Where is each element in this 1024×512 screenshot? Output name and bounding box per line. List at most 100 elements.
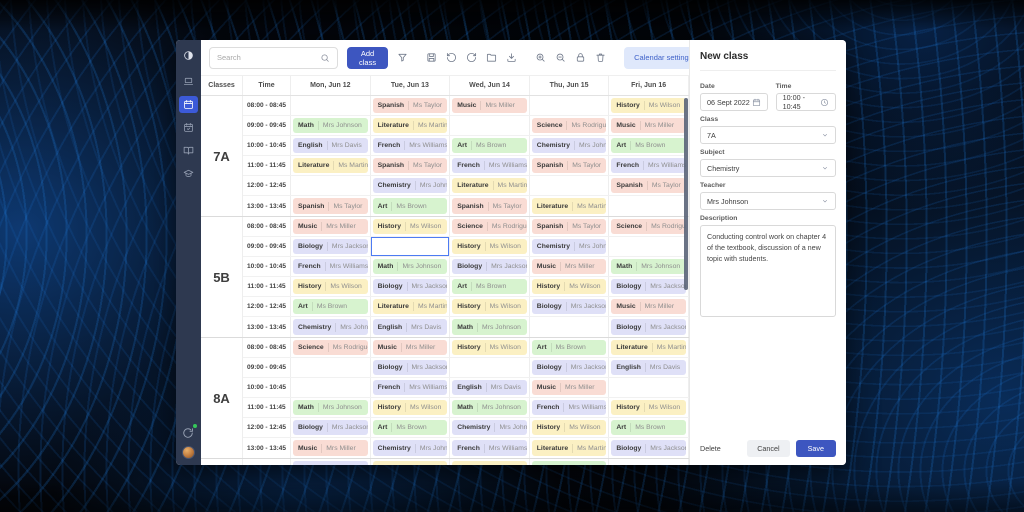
cancel-button[interactable]: Cancel xyxy=(747,440,790,457)
class-pill[interactable]: English Mrs Davis xyxy=(452,380,527,395)
class-pill[interactable]: Art Ms Brown xyxy=(611,420,686,435)
schedule-cell[interactable]: Math Mrs Johnson xyxy=(450,317,530,337)
class-pill[interactable]: Art Ms Brown xyxy=(611,138,686,153)
search-input[interactable] xyxy=(217,53,314,62)
class-pill[interactable]: Music Mrs Miller xyxy=(293,219,368,234)
class-pill[interactable]: Spanish Ms Taylor xyxy=(531,219,607,234)
class-pill[interactable]: Science Ms Rodriguez xyxy=(452,219,527,234)
class-pill[interactable]: French Mrs Williams xyxy=(372,380,448,395)
schedule-cell[interactable]: Spanish Ms Taylor xyxy=(530,217,610,236)
schedule-cell[interactable]: Chemistry Mrs Johnson xyxy=(530,237,610,256)
class-pill[interactable]: Music Mrs Miller xyxy=(452,98,527,113)
class-pill[interactable]: Math Mrs Johnson xyxy=(293,118,368,133)
class-pill[interactable]: Math Mrs Johnson xyxy=(293,400,368,415)
delete-button[interactable]: Delete xyxy=(700,444,721,453)
class-pill[interactable]: French Mrs Williams xyxy=(372,138,448,153)
class-pill[interactable]: Biology Mrs Jackson xyxy=(531,299,607,314)
class-pill[interactable]: Math Mrs Johnson xyxy=(372,259,448,274)
time-input[interactable]: 10:00 - 10:45 xyxy=(775,93,836,111)
class-pill[interactable]: Chemistry Mrs Johnson xyxy=(293,319,368,335)
schedule-cell[interactable] xyxy=(609,196,689,216)
class-pill[interactable]: Music Mrs Miller xyxy=(372,340,448,355)
schedule-cell[interactable] xyxy=(609,378,689,397)
class-pill[interactable]: Art Ms Brown xyxy=(531,340,607,355)
class-pill[interactable]: Math Mrs Johnson xyxy=(452,400,527,415)
class-pill[interactable]: Spanish Ms Taylor xyxy=(531,158,607,173)
schedule-cell[interactable]: Chemistry Mrs Johnson xyxy=(530,136,610,155)
undo-button[interactable] xyxy=(446,52,457,63)
class-pill[interactable]: Art Ms Brown xyxy=(452,138,527,153)
schedule-cell[interactable]: Science Ms Rodriguez xyxy=(291,338,371,357)
lock-button[interactable] xyxy=(575,52,586,63)
schedule-cell[interactable]: English Mrs Davis xyxy=(609,358,689,377)
class-pill[interactable]: Spanish Ms Taylor xyxy=(372,98,448,113)
class-pill[interactable]: Spanish Ms Taylor xyxy=(452,198,527,214)
sidebar-item-laptop[interactable] xyxy=(179,73,198,90)
subject-select[interactable]: Chemistry xyxy=(700,159,836,177)
class-pill[interactable]: Math Mrs Johnson xyxy=(611,259,686,274)
schedule-cell[interactable]: Math Mrs Johnson xyxy=(291,398,371,417)
schedule-cell[interactable]: Music Mrs Miller xyxy=(291,438,371,458)
folder-button[interactable] xyxy=(486,52,497,63)
schedule-cell[interactable]: Math Mrs Johnson xyxy=(450,398,530,417)
schedule-cell[interactable]: Spanish Ms Taylor xyxy=(609,176,689,195)
schedule-cell[interactable]: Music Mrs Miller xyxy=(609,297,689,316)
schedule-cell[interactable]: Biology Mrs Jackson xyxy=(530,297,610,316)
add-class-button[interactable]: Add class xyxy=(347,46,389,69)
zoom-in-button[interactable] xyxy=(535,52,546,63)
class-pill[interactable]: French Mrs Williams xyxy=(452,440,527,456)
schedule-cell[interactable] xyxy=(450,116,530,135)
schedule-cell[interactable]: Art Ms Brown xyxy=(450,277,530,296)
class-pill[interactable]: Biology Mrs Jackson xyxy=(531,360,607,375)
filter-button[interactable] xyxy=(397,52,408,63)
schedule-cell[interactable]: Biology Mrs Jackson xyxy=(609,277,689,296)
schedule-cell[interactable]: Science Ms Rodriguez xyxy=(609,217,689,236)
class-pill[interactable]: Biology Mrs Jackson xyxy=(611,440,686,456)
schedule-cell[interactable]: Music Mrs Miller xyxy=(530,257,610,276)
schedule-cell[interactable]: Spanish Ms Taylor xyxy=(371,156,451,175)
class-pill[interactable]: Art Ms Brown xyxy=(452,279,527,294)
schedule-cell[interactable] xyxy=(530,96,610,115)
class-pill[interactable]: Music Mrs Miller xyxy=(611,299,686,314)
schedule-cell[interactable]: English Mrs Davis xyxy=(291,136,371,155)
sync-icon[interactable] xyxy=(182,424,197,439)
class-pill[interactable]: Chemistry Mrs Johnson xyxy=(452,420,527,435)
schedule-cell[interactable] xyxy=(291,176,371,195)
class-pill[interactable]: Science Ms Rodriguez xyxy=(531,118,607,133)
schedule-cell[interactable]: Art Ms Brown xyxy=(291,297,371,316)
schedule-cell[interactable]: Art Ms Brown xyxy=(609,418,689,437)
schedule-cell[interactable]: Spanish Ms Taylor xyxy=(291,196,371,216)
schedule-cell[interactable]: Math Mrs Johnson xyxy=(291,116,371,135)
schedule-cell[interactable]: Music Mrs Miller xyxy=(371,338,451,357)
sidebar-item-calendar[interactable] xyxy=(179,96,198,113)
schedule-cell[interactable]: Spanish Ms Taylor xyxy=(371,96,451,115)
schedule-cell[interactable]: Art Ms Brown xyxy=(371,418,451,437)
schedule-cell[interactable] xyxy=(450,358,530,377)
schedule-cell[interactable] xyxy=(291,358,371,377)
class-pill[interactable]: Biology Mrs Jackson xyxy=(452,259,527,274)
schedule-cell[interactable]: Chemistry Mrs Johnson xyxy=(450,418,530,437)
class-pill[interactable]: French Mrs Williams xyxy=(293,259,368,274)
schedule-cell[interactable]: Music Mrs Miller xyxy=(450,96,530,115)
schedule-cell[interactable]: English Mrs Davis xyxy=(371,317,451,337)
schedule-cell[interactable]: Chemistry Mrs Johnson xyxy=(371,176,451,195)
